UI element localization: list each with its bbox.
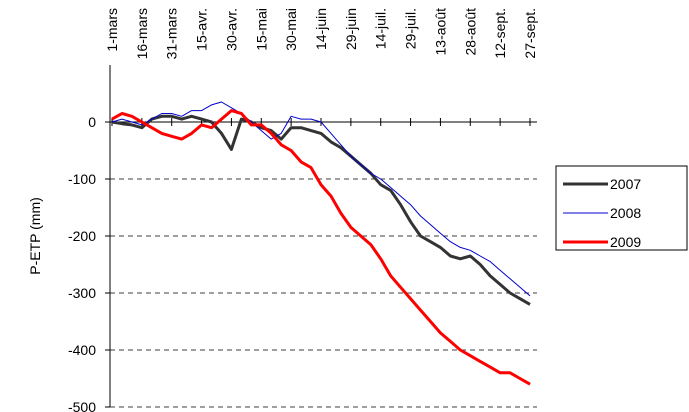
x-tick-label: 29-juin xyxy=(343,8,359,50)
x-tick-label: 30-avr. xyxy=(223,8,239,51)
series-line xyxy=(111,114,531,306)
x-tick-label: 14-juil. xyxy=(373,8,389,49)
x-tick-label: 31-mars xyxy=(164,8,180,59)
x-tick-label: 14-juin xyxy=(313,8,329,50)
x-tick-label: 27-sept. xyxy=(522,8,538,59)
x-tick-label: 15-mai xyxy=(253,8,269,51)
y-tick-label: -200 xyxy=(68,228,96,244)
y-axis-label: P-ETP (mm) xyxy=(27,197,43,275)
x-tick-label: 28-août xyxy=(462,8,478,56)
x-tick-label: 1-mars xyxy=(104,8,120,52)
series-line xyxy=(111,101,531,297)
legend-label: 2009 xyxy=(610,234,641,250)
series-line xyxy=(111,109,531,386)
y-tick-label: -100 xyxy=(68,171,96,187)
x-tick-label: 15-avr. xyxy=(194,8,210,51)
x-tick-label: 16-mars xyxy=(134,8,150,59)
x-tick-label: 13-août xyxy=(432,8,448,56)
y-tick-label: -400 xyxy=(68,342,96,358)
x-tick-label: 12-sept. xyxy=(492,8,508,59)
y-tick-label: -500 xyxy=(68,399,96,412)
y-tick-label: 0 xyxy=(88,114,96,130)
x-tick-label: 29-juil. xyxy=(403,8,419,49)
legend-label: 2007 xyxy=(610,176,641,192)
x-tick-label: 30-mai xyxy=(283,8,299,51)
legend-box xyxy=(555,165,688,251)
y-tick-label: -300 xyxy=(68,285,96,301)
legend-label: 2008 xyxy=(610,205,641,221)
